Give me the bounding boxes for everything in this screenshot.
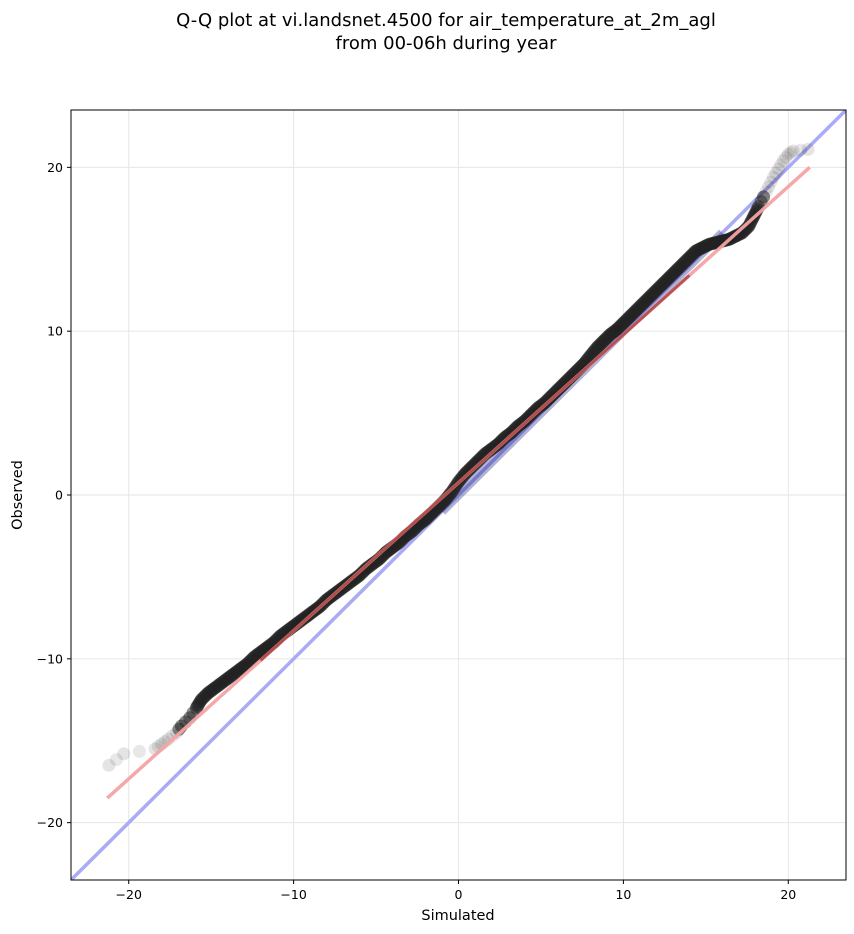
qq-point [757,190,771,204]
qq-point [784,146,798,160]
qq-point [102,758,116,772]
y-tick-label: 0 [55,488,63,503]
qq-point [786,144,800,158]
qq-point [794,143,808,157]
x-tick-label: −10 [280,887,306,902]
x-tick-label: −20 [116,887,142,902]
y-axis-label: Observed [10,460,26,530]
qq-point [766,170,780,184]
y-tick-label: 10 [47,324,63,339]
qq-point [132,744,146,758]
qq-point [776,154,790,168]
qq-point [771,162,785,176]
chart-title-line2: from 00-06h during year [336,33,558,54]
qq-point [762,180,775,194]
qq-point [781,147,795,161]
grid-lines [71,110,846,880]
y-tick-label: 20 [47,160,63,175]
qq-point [774,158,788,172]
qq-point [801,142,815,156]
x-tick-label: 10 [615,887,631,902]
x-tick-label: 0 [455,887,463,902]
qq-point [769,166,783,180]
quantile-points [102,142,815,800]
fit-line-overlap [259,274,691,662]
qq-point [117,747,131,761]
qq-point [109,753,123,767]
qq-point [779,151,793,165]
axis-ticks: −20 −10 0 10 20 −20 −10 0 10 20 [37,160,797,902]
qq-point [759,185,773,199]
x-axis-label: Simulated [421,908,494,924]
y-tick-label: −10 [37,651,63,666]
x-tick-label: 20 [780,887,796,902]
chart-title-line1: Q-Q plot at vi.landsnet.4500 for air_tem… [176,10,716,31]
qq-point [764,175,778,189]
y-tick-label: −20 [37,815,63,830]
